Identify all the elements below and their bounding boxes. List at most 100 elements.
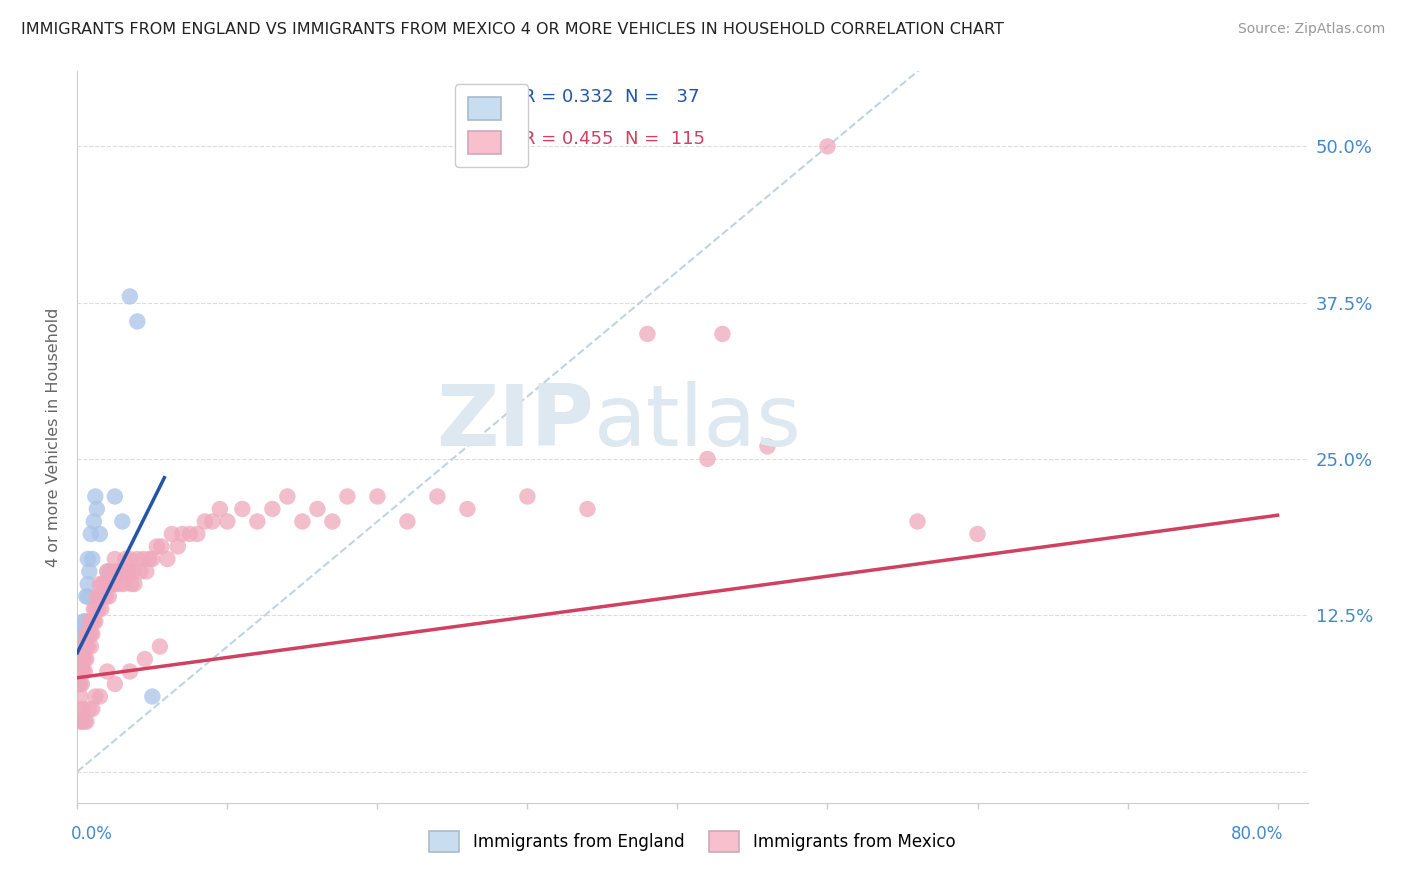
Point — [79, 702, 101, 716]
Point — [194, 515, 217, 529]
Point — [127, 552, 149, 566]
Point — [111, 515, 134, 529]
Point — [96, 565, 118, 579]
Point — [134, 652, 156, 666]
Point — [208, 502, 231, 516]
Point — [70, 640, 93, 654]
Point — [111, 565, 134, 579]
Text: ZIP: ZIP — [436, 381, 595, 464]
Point — [276, 490, 298, 504]
Point — [86, 502, 108, 516]
Point — [96, 665, 118, 679]
Point — [756, 440, 779, 454]
Point — [75, 714, 97, 729]
Point — [96, 577, 118, 591]
Point — [110, 565, 132, 579]
Point — [76, 627, 98, 641]
Point — [107, 565, 129, 579]
Text: R = 0.455: R = 0.455 — [523, 129, 613, 148]
Point — [307, 502, 329, 516]
Point — [104, 490, 127, 504]
Point — [115, 565, 138, 579]
Point — [79, 627, 101, 641]
Point — [82, 702, 104, 716]
Point — [101, 577, 124, 591]
Point — [72, 615, 94, 629]
Point — [186, 527, 208, 541]
Point — [72, 702, 94, 716]
Point — [67, 702, 90, 716]
Point — [156, 552, 179, 566]
Point — [91, 590, 114, 604]
Point — [456, 502, 478, 516]
Point — [79, 565, 101, 579]
Point — [67, 677, 90, 691]
Point — [138, 552, 160, 566]
Point — [75, 627, 97, 641]
Point — [76, 552, 98, 566]
Point — [75, 627, 97, 641]
Point — [124, 577, 146, 591]
Point — [75, 640, 97, 654]
Point — [127, 314, 149, 328]
Point — [105, 565, 128, 579]
Point — [179, 527, 201, 541]
Point — [118, 552, 141, 566]
Point — [75, 615, 97, 629]
Point — [73, 615, 96, 629]
Point — [94, 590, 117, 604]
Text: N =  115: N = 115 — [624, 129, 704, 148]
Point — [73, 652, 96, 666]
Point — [83, 602, 105, 616]
Point — [75, 652, 97, 666]
Point — [72, 665, 94, 679]
Point — [149, 640, 172, 654]
Legend: Immigrants from England, Immigrants from Mexico: Immigrants from England, Immigrants from… — [422, 822, 963, 860]
Point — [69, 640, 91, 654]
Point — [172, 527, 194, 541]
Text: 0.0%: 0.0% — [72, 825, 114, 843]
Point — [150, 540, 173, 554]
Point — [366, 490, 388, 504]
Point — [396, 515, 419, 529]
Point — [87, 602, 110, 616]
Point — [114, 552, 136, 566]
Point — [69, 665, 91, 679]
Point — [70, 640, 93, 654]
Point — [70, 627, 93, 641]
Point — [69, 652, 91, 666]
Point — [89, 527, 111, 541]
Point — [576, 502, 599, 516]
Point — [72, 652, 94, 666]
Point — [516, 490, 538, 504]
Point — [86, 590, 108, 604]
Point — [90, 602, 112, 616]
Point — [69, 677, 91, 691]
Point — [112, 577, 135, 591]
Point — [426, 490, 449, 504]
Point — [104, 577, 127, 591]
Point — [67, 652, 90, 666]
Point — [80, 527, 103, 541]
Point — [89, 577, 111, 591]
Point — [93, 577, 115, 591]
Point — [72, 640, 94, 654]
Point — [80, 627, 103, 641]
Point — [70, 677, 93, 691]
Point — [82, 627, 104, 641]
Point — [118, 665, 141, 679]
Point — [217, 515, 239, 529]
Point — [97, 590, 120, 604]
Point — [89, 590, 111, 604]
Point — [76, 577, 98, 591]
Point — [132, 552, 155, 566]
Point — [96, 565, 118, 579]
Point — [69, 714, 91, 729]
Point — [84, 490, 107, 504]
Point — [160, 527, 183, 541]
Point — [118, 289, 141, 303]
Point — [262, 502, 284, 516]
Point — [73, 640, 96, 654]
Point — [103, 577, 125, 591]
Point — [246, 515, 269, 529]
